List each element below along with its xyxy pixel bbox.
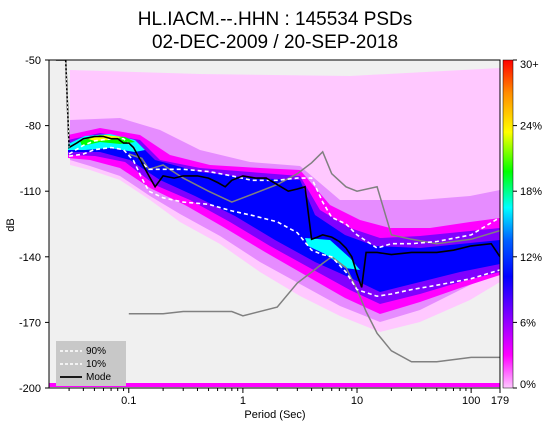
series-line-0 <box>68 137 500 249</box>
noise-floor-band <box>49 383 500 387</box>
colorbar-tick-label: 12% <box>520 252 542 264</box>
x-tick-label: 1 <box>240 395 246 407</box>
y-axis: -50 -80 -110 -140 -170 -200 <box>19 55 49 395</box>
x-tick-label: 179 <box>491 395 509 407</box>
chart-title: HL.IACM.--.HHN : 145534 PSDs <box>138 9 413 30</box>
y-tick-label: -110 <box>20 186 41 198</box>
legend-label-10: 10% <box>86 359 106 370</box>
x-axis: 0.1 1 10 100 179 <box>68 388 509 407</box>
curves-layer <box>55 60 500 363</box>
colorbar-tick-label: 0% <box>520 379 536 391</box>
y-tick-label: -50 <box>25 55 41 67</box>
colorbar-tick-label: 24% <box>520 121 542 133</box>
colorbar: 30+ 24% 18% 12% 6% 0% <box>502 59 542 391</box>
colorbar-ticks: 30+ 24% 18% 12% 6% 0% <box>513 59 542 391</box>
mode-lead-dots <box>55 60 70 148</box>
density-band-cyan-2 <box>305 238 360 270</box>
chart-subtitle: 02-DEC-2009 / 20-SEP-2018 <box>152 32 398 53</box>
series-line-1 <box>68 146 500 298</box>
y-tick-label: -80 <box>25 121 41 133</box>
density-band-blue <box>68 136 500 292</box>
legend-label-90: 90% <box>86 346 106 357</box>
series-line-3 <box>128 255 500 363</box>
y-tick-label: -200 <box>19 383 41 395</box>
y-tick-label: -140 <box>19 252 41 264</box>
series-line-2 <box>55 60 500 288</box>
colorbar-tick-label: 6% <box>520 317 536 329</box>
x-tick-label: 0.1 <box>121 395 136 407</box>
legend: 90% 10% Mode <box>56 341 126 386</box>
x-tick-label: 10 <box>351 395 363 407</box>
density-band-yellow <box>88 135 122 141</box>
colorbar-tick-label: 30+ <box>520 59 539 71</box>
legend-label-mode: Mode <box>86 372 111 383</box>
psd-density-heatmap <box>49 68 500 387</box>
y-axis-label: dB <box>5 218 17 231</box>
y-tick-label: -170 <box>19 317 41 329</box>
colorbar-gradient <box>502 59 514 389</box>
colorbar-tick-label: 18% <box>520 186 542 198</box>
density-band-white-patch <box>150 100 300 134</box>
x-axis-label: Period (Sec) <box>244 409 305 421</box>
x-tick-label: 100 <box>462 395 480 407</box>
plot-frame <box>48 59 501 389</box>
